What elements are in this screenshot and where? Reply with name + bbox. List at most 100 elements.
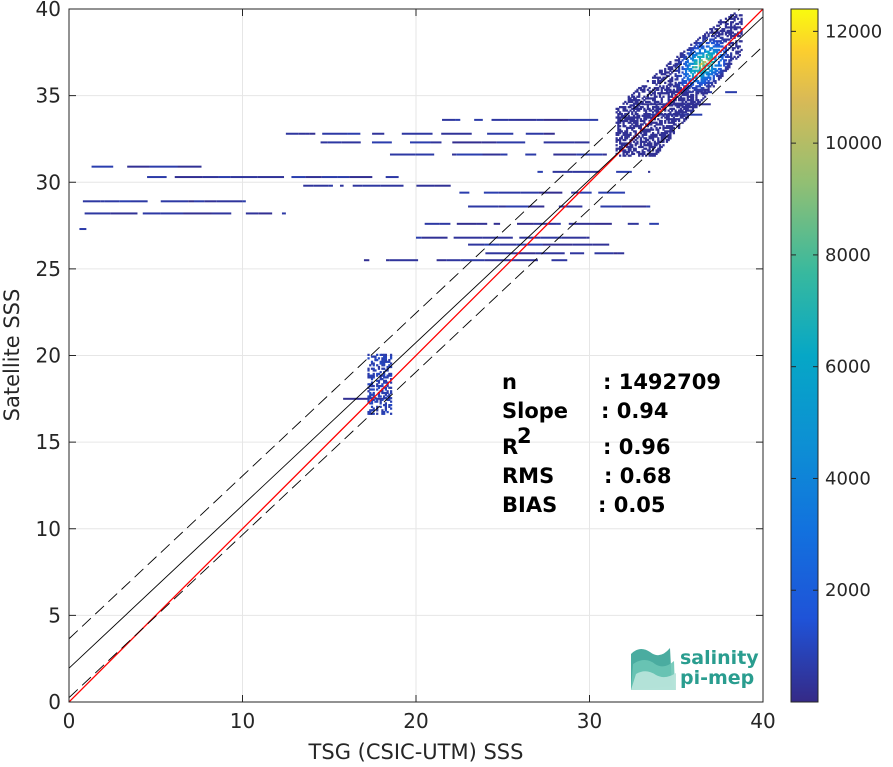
- heat-cell: [733, 34, 736, 38]
- heat-cell: [653, 99, 656, 102]
- heat-cell: [653, 106, 656, 109]
- heat-cell: [724, 59, 728, 62]
- reference-line-2: [69, 9, 741, 640]
- heat-cell: [677, 102, 681, 105]
- heat-cell: [657, 140, 660, 143]
- heat-cell: [624, 137, 627, 140]
- heat-cell: [665, 90, 669, 93]
- heat-cell: [620, 106, 623, 109]
- heat-cell: [733, 12, 736, 15]
- heat-cell: [700, 55, 703, 59]
- heat-cell: [624, 132, 627, 135]
- heat-cell: [697, 99, 700, 102]
- heat-cell: [625, 126, 629, 130]
- streak-segment: [533, 222, 557, 225]
- heat-cell: [704, 90, 707, 93]
- heat-cell: [671, 90, 674, 93]
- heat-cell: [688, 102, 691, 105]
- heat-cell: [383, 412, 386, 415]
- heat-cell: [672, 118, 676, 121]
- heat-cell: [719, 64, 722, 67]
- heat-cell: [648, 135, 651, 138]
- heat-cell: [632, 106, 636, 109]
- heat-cell: [686, 86, 689, 90]
- heat-cell: [721, 57, 724, 60]
- heat-cell: [650, 109, 653, 112]
- heat-cell: [389, 400, 393, 403]
- heat-cell: [710, 31, 714, 34]
- heat-cell: [702, 93, 705, 97]
- heat-cell: [683, 76, 686, 79]
- heat-cell: [702, 74, 705, 78]
- streak-segment: [442, 118, 456, 121]
- heat-cell: [728, 55, 731, 59]
- salinity-pi-mep-logo: salinity pi-mep: [631, 647, 759, 690]
- heat-cell: [736, 31, 740, 34]
- heat-cell: [686, 95, 689, 98]
- heat-cell: [657, 86, 660, 90]
- heat-cell: [669, 62, 672, 65]
- heat-cell: [724, 52, 728, 55]
- heat-cell: [622, 154, 625, 157]
- heat-cell: [693, 54, 696, 57]
- heat-cell: [669, 95, 672, 98]
- heat-cell: [676, 114, 679, 117]
- heat-cell: [705, 50, 708, 53]
- colorbar-tick-label: 4000: [825, 468, 871, 489]
- heat-cell: [667, 83, 670, 86]
- heat-cell: [367, 353, 370, 356]
- heat-cell: [676, 86, 679, 90]
- heat-cell: [709, 62, 712, 65]
- heat-cell: [709, 57, 712, 60]
- heat-cell: [655, 149, 658, 152]
- heat-cell: [384, 379, 388, 382]
- heat-cell: [617, 138, 620, 142]
- streak-segment: [641, 103, 650, 106]
- heat-cell: [700, 88, 703, 91]
- heat-cell: [702, 40, 705, 43]
- heat-cell: [719, 19, 722, 22]
- heat-cell: [726, 22, 729, 26]
- streak-12: [424, 222, 659, 225]
- heat-cell: [690, 85, 693, 88]
- heat-cell: [712, 26, 715, 29]
- heat-cell: [617, 126, 620, 130]
- heat-cell: [702, 97, 705, 100]
- heat-cell: [714, 69, 717, 72]
- heat-cell: [634, 138, 637, 142]
- heat-cell: [690, 81, 693, 84]
- heat-cell: [383, 376, 386, 379]
- heat-cell: [681, 121, 684, 124]
- streak-segment: [511, 252, 536, 255]
- heat-cell: [697, 38, 700, 41]
- heat-cell: [643, 152, 646, 156]
- heat-cell: [653, 125, 656, 128]
- heat-cell: [691, 102, 695, 105]
- heat-cell: [721, 38, 724, 41]
- heat-cell: [622, 121, 625, 124]
- heat-cell: [367, 367, 370, 370]
- heat-cell: [723, 50, 726, 53]
- heat-cell: [683, 90, 686, 93]
- heat-cell: [690, 99, 693, 102]
- heat-cell: [677, 119, 681, 123]
- heat-cell: [627, 154, 630, 157]
- heat-cell: [719, 76, 722, 79]
- heat-cell: [733, 47, 736, 50]
- heat-cell: [695, 95, 698, 98]
- y-tick-label: 10: [36, 517, 61, 541]
- heat-cell: [638, 92, 641, 95]
- heat-cell: [671, 93, 674, 97]
- heat-cell: [643, 88, 646, 91]
- heat-cell: [730, 24, 733, 27]
- heat-cell: [645, 133, 648, 136]
- heat-cell: [712, 38, 715, 41]
- heat-cell: [709, 76, 712, 79]
- heat-cell: [735, 15, 738, 19]
- heat-cell: [389, 391, 393, 395]
- heat-cell: [646, 125, 649, 128]
- heat-cell: [622, 138, 625, 142]
- streak-segment: [556, 222, 561, 225]
- heat-cell: [707, 34, 710, 38]
- heat-cell: [674, 69, 677, 72]
